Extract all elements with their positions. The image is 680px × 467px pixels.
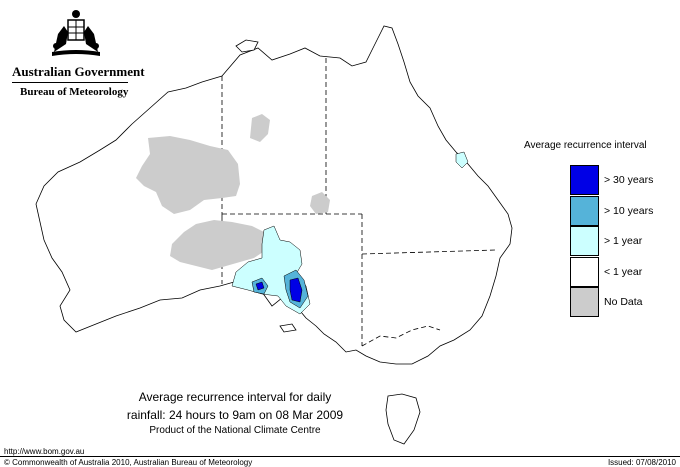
legend-label: > 1 year (604, 235, 643, 247)
legend-swatch (570, 256, 599, 287)
no-data-areas (136, 114, 330, 270)
legend-swatch (570, 195, 599, 226)
rainfall-recurrence-areas (231, 151, 469, 315)
legend-label: > 30 years (604, 174, 654, 186)
bureau-name: Bureau of Meteorology (20, 86, 129, 98)
caption-line-2: rainfall: 24 hours to 9am on 08 Mar 2009 (126, 408, 344, 422)
logo-divider (12, 82, 128, 83)
caption-line-3: Product of the National Climate Centre (149, 425, 321, 436)
legend-item: > 30 years (512, 165, 662, 196)
legend-swatch (570, 287, 599, 317)
caption-line-1: Average recurrence interval for daily (138, 390, 332, 404)
map-caption: Average recurrence interval for daily ra… (90, 388, 380, 438)
legend: Average recurrence interval > 30 years >… (512, 140, 662, 318)
bom-url: http://www.bom.gov.au (4, 447, 85, 456)
legend-label: > 10 years (604, 204, 654, 217)
legend-label: < 1 year (604, 265, 643, 278)
tasmania-outline (385, 393, 421, 445)
legend-label: No Data (604, 296, 643, 308)
legend-item: < 1 year (512, 256, 662, 288)
government-logo: Australian Government Bureau of Meteorol… (8, 8, 145, 104)
legend-title: Average recurrence interval (524, 140, 647, 151)
copyright-text: © Commonwealth of Australia 2010, Austra… (4, 458, 253, 467)
kangaroo-island (279, 323, 297, 333)
legend-item: > 1 year (512, 226, 662, 257)
legend-swatch (570, 226, 599, 256)
coat-of-arms-icon (52, 10, 100, 56)
government-name: Australian Government (12, 64, 145, 79)
melville-island (235, 39, 259, 53)
mainland-outline (35, 25, 513, 365)
legend-item: > 10 years (512, 195, 662, 227)
legend-swatch (570, 165, 599, 195)
legend-item: No Data (512, 287, 662, 318)
issued-date: Issued: 07/08/2010 (607, 458, 676, 467)
footer-divider (0, 456, 680, 457)
